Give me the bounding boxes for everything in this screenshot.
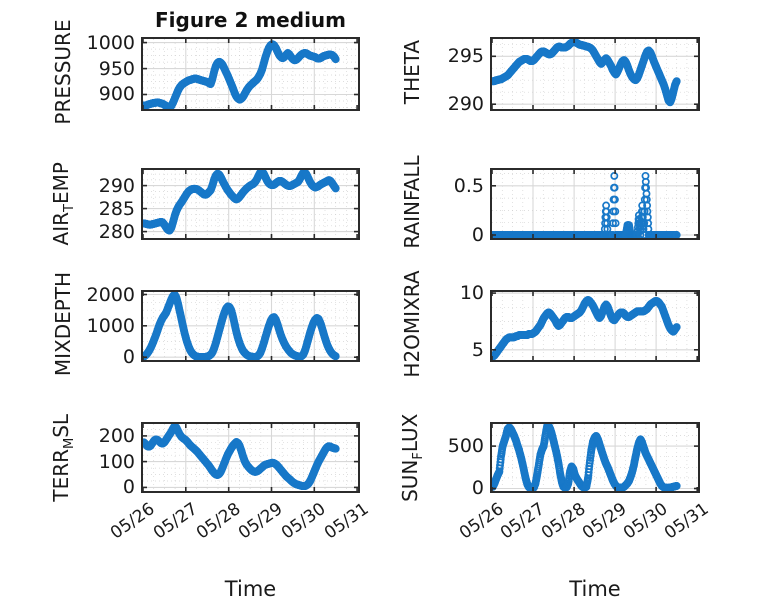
y-axis-label-pressure: PRESSURE: [51, 19, 75, 125]
y-tick-label-sun_flux: 500: [447, 435, 484, 458]
y-tick-label-mixdepth: 1000: [86, 314, 135, 337]
y-tick-label-air_temp: 280: [98, 220, 135, 243]
plot-area-theta: [490, 37, 700, 111]
y-axis-label-sun_flux: SUNFLUX: [398, 413, 426, 502]
plot-area-air_temp: [141, 168, 360, 240]
x-axis-label: Time: [224, 577, 277, 601]
y-tick-label-h2omixra: 5: [471, 338, 484, 361]
plot-area-pressure: [141, 37, 360, 111]
y-tick-label-theta: 295: [447, 45, 484, 68]
y-axis-label-rainfall: RAINFALL: [400, 155, 424, 249]
plot-area-rainfall: [490, 168, 700, 240]
plot-area-terr_msl: [141, 422, 360, 493]
y-tick-label-h2omixra: 10: [459, 282, 484, 305]
figure-canvas: Figure 2 medium 900 950 1000 PRESSURE 290 295 T…: [49, 8, 712, 601]
y-tick-label-air_temp: 290: [98, 174, 135, 197]
y-tick-label-air_temp: 285: [98, 197, 135, 220]
figure-title: Figure 2 medium: [155, 8, 346, 32]
y-tick-label-pressure: 1000: [86, 31, 135, 54]
y-tick-label-theta: 290: [447, 93, 484, 116]
y-tick-label-mixdepth: 0: [122, 346, 135, 369]
x-tick-label: 05/31: [321, 499, 373, 544]
y-tick-label-rainfall: 0: [471, 224, 484, 247]
y-axis-label-air_temp: AIRTEMP: [49, 162, 77, 246]
y-tick-label-terr_msl: 0: [122, 476, 135, 499]
y-axis-label-terr_msl: TERRMSL: [49, 413, 77, 502]
y-tick-label-sun_flux: 0: [471, 477, 484, 500]
y-tick-label-pressure: 950: [98, 57, 135, 80]
y-tick-label-rainfall: 0.5: [453, 174, 484, 197]
y-tick-label-mixdepth: 2000: [86, 283, 135, 306]
plot-area-mixdepth: [141, 290, 360, 362]
y-axis-label-mixdepth: MIXDEPTH: [51, 271, 75, 377]
y-tick-label-pressure: 900: [98, 83, 135, 106]
plot-area-sun_flux: [490, 422, 700, 493]
x-axis-label: Time: [569, 577, 621, 601]
y-tick-label-terr_msl: 200: [98, 424, 135, 447]
y-axis-label-theta: THETA: [400, 39, 424, 105]
y-tick-label-terr_msl: 100: [98, 450, 135, 473]
plot-area-h2omixra: [490, 290, 700, 362]
y-axis-label-h2omixra: H2OMIXRA: [400, 270, 424, 378]
